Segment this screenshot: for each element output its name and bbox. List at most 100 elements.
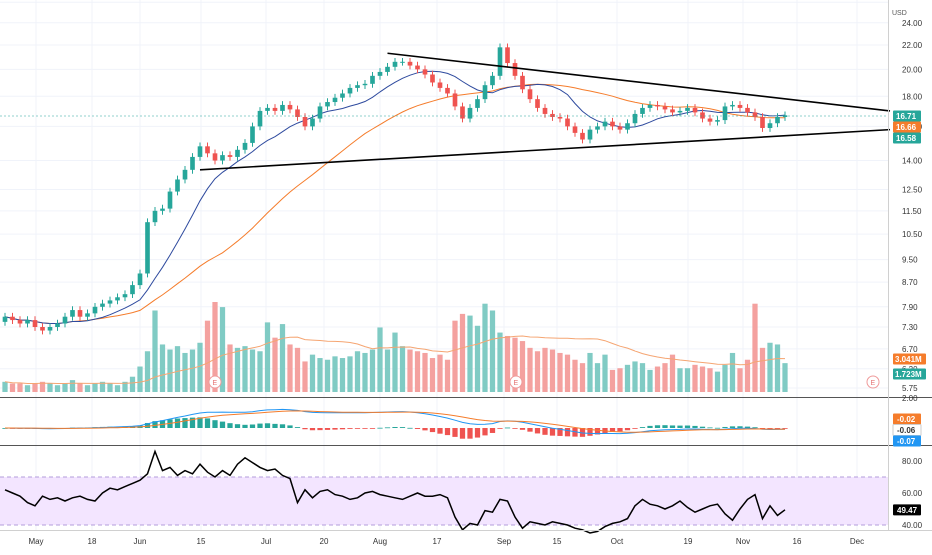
volume-bar (497, 332, 503, 392)
volume-bar (549, 349, 556, 392)
macd-histogram-bar (407, 427, 413, 429)
volume-bar (32, 383, 38, 392)
time-axis[interactable]: May 18 Jun 15 Jul 20 Aug 17 Sep 15 Oct 19 Nov 16 Dec (28, 537, 864, 546)
candle-body (287, 104, 293, 110)
macd-badge-label: -0.07 (897, 437, 916, 446)
macd-histogram-bar (482, 428, 488, 436)
macd-histogram-bar (444, 428, 451, 436)
candle-body (10, 316, 15, 321)
macd-histogram-bar (294, 427, 301, 428)
candle-body (535, 99, 540, 108)
candle-body (392, 61, 398, 67)
candle-body (467, 107, 473, 119)
volume-bar (219, 307, 226, 392)
candle-body (385, 66, 390, 72)
price-axis-tick: 6.70 (902, 345, 918, 354)
volume-bar (692, 364, 698, 392)
time-axis-label: Aug (373, 537, 387, 546)
volume-bar (39, 381, 46, 392)
candle-body (212, 153, 218, 161)
price-pane[interactable] (0, 0, 888, 397)
macd-badge-bg (893, 413, 921, 425)
candle-body (482, 85, 488, 100)
volume-bar (437, 354, 443, 392)
candle-body (707, 118, 713, 122)
volume-badge-label: 3.041M (895, 355, 922, 364)
candle-body (730, 104, 735, 107)
macd-histogram-bar (422, 428, 428, 431)
volume-bars (2, 302, 788, 392)
candle-body (415, 65, 420, 70)
volume-bar (617, 368, 623, 392)
candle-body (362, 83, 368, 86)
trendlines[interactable] (199, 52, 891, 171)
time-axis-label: Dec (850, 537, 864, 546)
candle-body (460, 106, 465, 119)
rsi-axis[interactable]: 80.00 60.00 40.00 49.47 (893, 457, 923, 530)
volume-bar (407, 349, 413, 392)
volume-bar (377, 327, 383, 392)
volume-bar (542, 347, 548, 392)
earnings-marker[interactable]: E (509, 375, 523, 389)
macd-histogram-bar (152, 421, 158, 428)
candle-body (737, 104, 743, 108)
earnings-marker-circle (509, 375, 523, 389)
candle-body (475, 99, 480, 108)
macd-histogram-bar (512, 428, 518, 429)
candle-body (92, 306, 98, 314)
price-axis[interactable]: USD 24.0022.0020.0018.0016.0014.0012.501… (892, 10, 923, 393)
volume-bar (669, 354, 676, 392)
candle-body (527, 89, 533, 100)
earnings-marker[interactable]: E (866, 375, 880, 389)
macd-histogram-bar (692, 425, 698, 428)
macd-histogram-bar (534, 428, 541, 434)
macd-histogram-bar (212, 420, 218, 428)
macd-pane[interactable] (0, 398, 888, 445)
macd-histogram-bar (542, 428, 548, 435)
candle-body (587, 129, 593, 140)
macd-axis[interactable]: 2.00 -0.02 -0.06 -0.07 (892, 394, 922, 447)
macd-histogram-bar (594, 428, 601, 435)
candle-body (167, 191, 173, 209)
volume-bar (474, 325, 481, 392)
support-trendline[interactable] (199, 128, 891, 171)
volume-bar (174, 346, 181, 392)
earnings-marker-circle (208, 375, 222, 389)
volume-bar (782, 363, 788, 392)
rsi-axis-tick: 60.00 (902, 489, 923, 498)
volume-bar (399, 346, 406, 392)
volume-bar (279, 324, 286, 392)
currency-label: USD (892, 10, 907, 17)
macd-histogram-bar (467, 428, 473, 439)
volume-bar (317, 358, 323, 392)
price-axis-tick: 11.50 (902, 207, 922, 216)
candle-body (542, 107, 548, 114)
macd-axis-top-label: 2.00 (902, 394, 918, 403)
price-axis-tick: 8.70 (902, 278, 918, 287)
resistance-trendline[interactable] (387, 52, 891, 112)
volume-bar (152, 310, 158, 392)
volume-bar (677, 368, 683, 392)
macd-badge-label: -0.02 (897, 415, 916, 424)
volume-bar (54, 385, 61, 392)
volume-bar (212, 302, 218, 392)
price-badge-bg (893, 110, 921, 122)
candle-body (17, 320, 23, 324)
ma-fast-line (4, 70, 786, 324)
time-axis-label: 18 (88, 537, 97, 546)
macd-histogram-bar (459, 428, 466, 439)
volume-bar (572, 359, 578, 392)
macd-histogram-bar (197, 417, 203, 428)
volume-bar (264, 322, 271, 392)
earnings-marker[interactable]: E (208, 375, 222, 389)
time-axis-label: 20 (320, 537, 329, 546)
macd-histogram-bar (602, 428, 608, 433)
candle-body (137, 273, 143, 286)
volume-bar (47, 383, 53, 392)
time-axis-label: 15 (553, 537, 562, 546)
macd-histogram-bar (279, 424, 286, 428)
rsi-path (4, 449, 786, 534)
